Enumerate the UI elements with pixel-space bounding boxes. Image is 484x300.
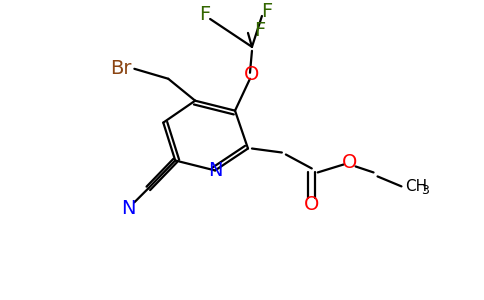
Text: 3: 3	[422, 184, 429, 197]
Text: F: F	[199, 5, 211, 25]
Text: O: O	[244, 65, 259, 84]
Text: N: N	[208, 161, 222, 180]
Text: F: F	[254, 21, 266, 40]
Text: O: O	[304, 195, 319, 214]
Text: N: N	[121, 199, 136, 218]
Text: O: O	[342, 153, 357, 172]
Text: CH: CH	[406, 179, 427, 194]
Text: F: F	[261, 2, 272, 22]
Text: Br: Br	[110, 59, 131, 78]
